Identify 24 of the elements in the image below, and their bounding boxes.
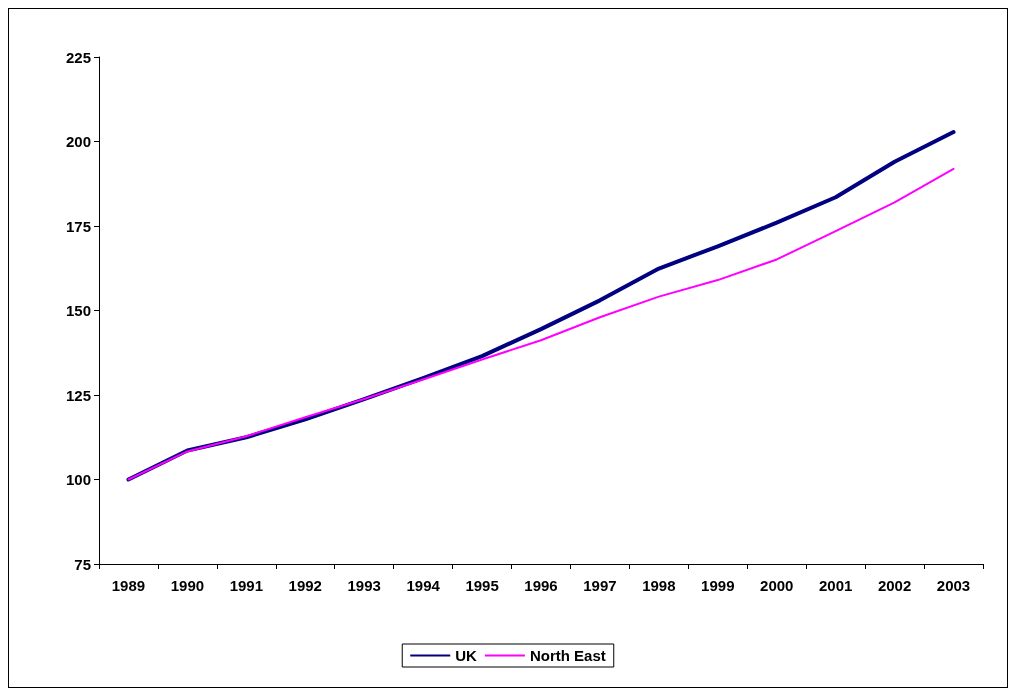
legend-label: North East [529, 647, 606, 664]
x-tick-label: 1996 [524, 577, 558, 594]
y-tick-label: 100 [65, 471, 91, 488]
x-tick-label: 2002 [877, 577, 912, 594]
y-tick-label: 125 [65, 386, 91, 404]
x-tick-label: 1998 [642, 577, 676, 594]
x-tick-label: 1993 [347, 577, 381, 594]
y-tick-label: 200 [65, 133, 91, 150]
legend-label: UK [455, 647, 478, 664]
x-tick-label: 1989 [111, 577, 146, 594]
x-tick-label: 1990 [170, 577, 205, 594]
y-tick-label: 225 [65, 48, 91, 66]
x-tick-label: 1997 [583, 577, 617, 594]
x-tick-label: 1999 [701, 577, 735, 594]
x-tick-label: 2000 [760, 577, 794, 594]
y-tick-label: 175 [65, 217, 91, 235]
x-tick-label: 1992 [288, 577, 322, 594]
y-tick-label: 150 [65, 302, 91, 319]
x-tick-label: 1991 [229, 577, 264, 594]
y-tick-label: 75 [74, 555, 91, 573]
x-tick-label: 2003 [936, 577, 971, 594]
x-tick-label: 1995 [465, 577, 499, 594]
x-tick-label: 1994 [406, 577, 441, 594]
x-tick-label: 2001 [818, 577, 853, 594]
